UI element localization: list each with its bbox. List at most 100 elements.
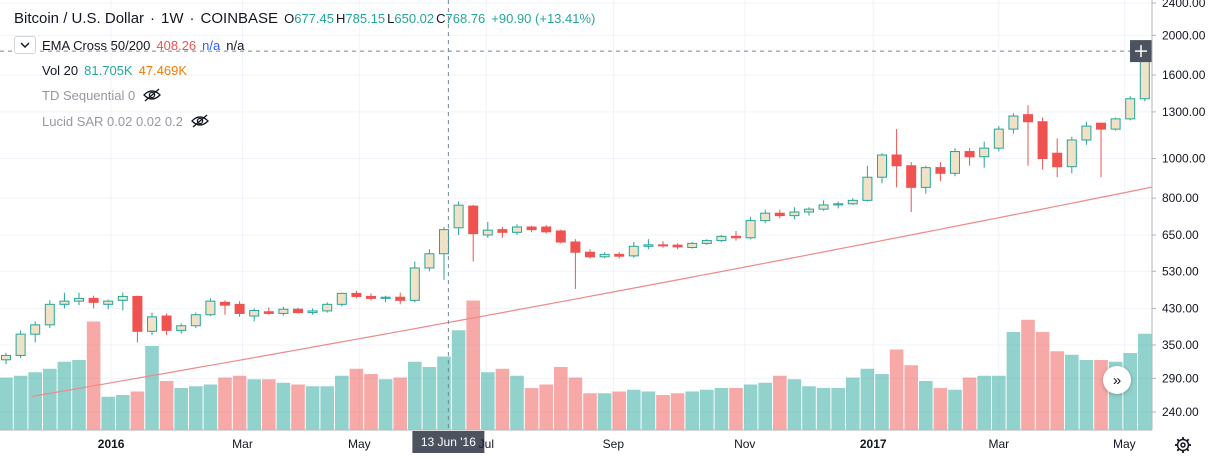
candle (497, 227, 508, 238)
volume-bar (568, 377, 583, 430)
chart-settings-button[interactable] (1172, 434, 1194, 456)
price-tick-label: 290.00 (1162, 371, 1199, 385)
volume-bar (743, 384, 758, 430)
candle (424, 249, 435, 272)
candle (44, 300, 55, 329)
low-value: 650.02 (394, 10, 435, 26)
volume-bar (919, 381, 933, 430)
volume-bar (700, 389, 714, 430)
candle (1, 352, 11, 365)
volume-bars (0, 300, 1167, 430)
volume-bar (189, 386, 203, 430)
candle (833, 201, 844, 209)
indicator-td-sequential[interactable]: TD Sequential 0 (42, 84, 163, 106)
candle (351, 290, 362, 299)
candle (526, 225, 537, 233)
candle-body (628, 245, 639, 257)
volume-bar (43, 368, 57, 430)
double-chevron-right-icon: » (1112, 371, 1122, 389)
candle (190, 312, 201, 329)
time-tick-label: May (1113, 437, 1136, 451)
candle (774, 209, 785, 219)
candle-body (541, 226, 552, 233)
candle (979, 141, 990, 168)
candle-body (88, 297, 99, 303)
candle (293, 307, 303, 314)
time-tick-label: Nov (734, 437, 755, 451)
candle-body (614, 253, 625, 257)
vol-value: 81.705K (84, 62, 133, 78)
volume-bar (787, 379, 802, 430)
open-label: O (284, 10, 295, 26)
candle-body (336, 292, 347, 305)
symbol-header: Bitcoin / U.S. Dollar · 1W · COINBASE O … (14, 7, 595, 29)
volume-bar (1065, 354, 1079, 430)
candle-body (731, 235, 741, 239)
candle (628, 241, 639, 258)
candle-body (453, 204, 464, 229)
candle-body (424, 253, 435, 269)
collapse-legend-button[interactable] (14, 36, 36, 54)
volume-bar (583, 393, 597, 430)
price-axis-bg (1152, 0, 1224, 460)
candle-body (439, 229, 449, 255)
symbol-name[interactable]: Bitcoin / U.S. Dollar (14, 9, 145, 27)
indicator-lucid-sar[interactable]: Lucid SAR 0.02 0.02 0.2 (42, 110, 211, 132)
volume-bar (627, 389, 641, 430)
candle (366, 293, 376, 301)
interval-label[interactable]: 1W (161, 9, 184, 27)
candle (147, 312, 157, 336)
volume-bar (773, 375, 787, 430)
candle-body (59, 300, 70, 305)
price-tick-label: 1000.00 (1162, 152, 1206, 166)
candle (789, 207, 800, 220)
eye-slash-icon[interactable] (141, 87, 163, 103)
candle (1096, 122, 1106, 178)
scroll-to-realtime-button[interactable]: » (1103, 366, 1131, 394)
candle-body (833, 203, 844, 206)
candle-body (1037, 121, 1048, 160)
candle-body (220, 301, 230, 306)
candle-body (687, 242, 698, 248)
candle-body (1023, 114, 1033, 123)
time-tick-label: Mar (988, 437, 1009, 451)
candle (395, 292, 406, 305)
candle-body (409, 267, 420, 301)
volume-bar (262, 379, 276, 430)
candle (176, 323, 187, 334)
candle (862, 165, 873, 202)
close-label: C (436, 10, 446, 26)
volume-bar (451, 330, 466, 430)
candle (380, 295, 391, 303)
candle-body (818, 204, 829, 210)
ema-value-2: n/a (202, 37, 221, 53)
time-tick-label: 2016 (98, 437, 125, 451)
vol-name: Vol 20 (42, 62, 79, 78)
volume-bar (670, 393, 685, 430)
candle (993, 126, 1004, 152)
ema-value-3: n/a (226, 37, 245, 53)
candle-body (891, 154, 902, 167)
candle (88, 295, 99, 309)
candle (482, 221, 493, 238)
candle (920, 165, 931, 194)
volume-bar (860, 368, 875, 430)
separator: · (189, 9, 195, 27)
indicator-volume[interactable]: Vol 20 81.705K 47.469K (42, 59, 193, 81)
candle-body (249, 309, 260, 317)
candle-body (643, 244, 654, 247)
candle-body (1139, 58, 1150, 100)
candle (950, 148, 960, 177)
indicator-ema[interactable]: EMA Cross 50/200 408.26 n/a n/a (14, 34, 250, 56)
candle-body (1, 354, 11, 361)
volume-bar (320, 386, 334, 430)
volume-bar (875, 374, 889, 430)
candle-body (862, 176, 873, 201)
candle-body (176, 325, 187, 331)
candle (205, 298, 216, 317)
candle-body (847, 199, 858, 205)
volume-bar (28, 372, 42, 430)
candle (570, 239, 581, 289)
eye-slash-icon[interactable] (189, 113, 211, 129)
